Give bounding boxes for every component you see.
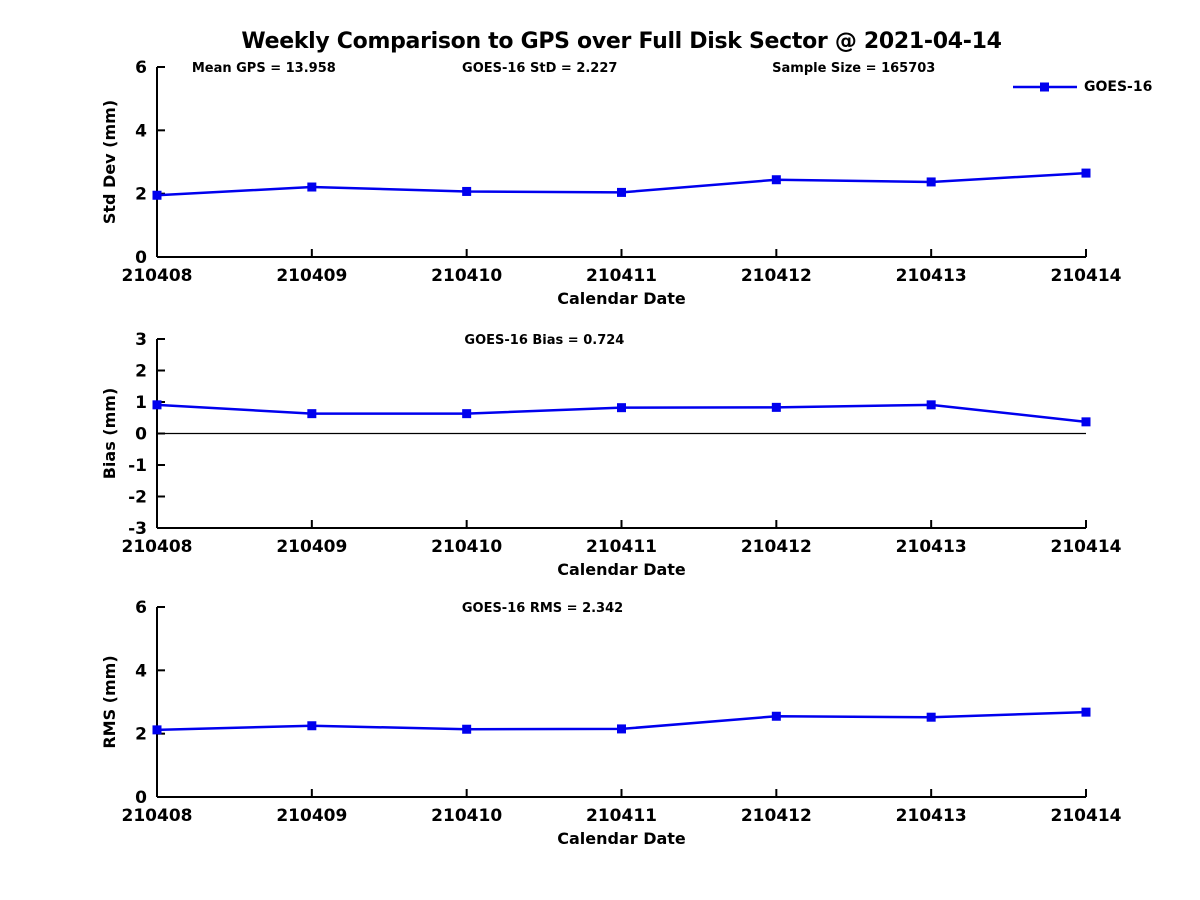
- x-tick-label: 210409: [276, 806, 347, 826]
- data-point-marker: [926, 712, 936, 722]
- figure-title: Weekly Comparison to GPS over Full Disk …: [241, 29, 1002, 54]
- data-point-marker: [617, 724, 626, 734]
- data-point-marker: [152, 190, 162, 200]
- rms-chart: 0 2 4 6 210408 210409 210410 210411 210412 210413…: [100, 598, 1122, 848]
- data-point-marker: [307, 182, 317, 192]
- x-tick-label: 210410: [431, 537, 502, 557]
- x-tick-label: 210411: [586, 266, 657, 286]
- y-tick-label: 4: [135, 121, 147, 141]
- annotation-rms-0: GOES-16 RMS = 2.342: [462, 601, 623, 616]
- data-point-marker: [617, 403, 626, 413]
- x-tick-label: 210409: [276, 537, 347, 557]
- annotation-std-dev-0: Mean GPS = 13.958: [192, 61, 336, 76]
- std-dev-chart: 0 2 4 6 210408 210409 210410 210411 210412 210413…: [100, 58, 1122, 308]
- data-point-marker: [1081, 707, 1091, 717]
- data-point-marker: [152, 400, 162, 410]
- y-axis-label: RMS (mm): [100, 655, 119, 748]
- legend-label: GOES-16: [1084, 79, 1153, 95]
- data-point-marker: [771, 175, 781, 185]
- y-tick-label: 1: [135, 393, 147, 413]
- data-point-marker: [1081, 417, 1091, 427]
- x-tick-label: 210412: [741, 806, 812, 826]
- data-point-marker: [617, 187, 626, 197]
- y-tick-label: 2: [135, 725, 147, 745]
- data-point-marker: [771, 711, 781, 721]
- legend-line-marker-icon: [1013, 82, 1077, 92]
- x-tick-label: 210414: [1051, 806, 1122, 826]
- y-tick-label: -3: [128, 519, 147, 539]
- x-axis-label: Calendar Date: [557, 560, 686, 579]
- x-tick-label: 210414: [1051, 266, 1122, 286]
- y-axis-label: Std Dev (mm): [100, 100, 119, 224]
- x-tick-label: 210408: [122, 806, 193, 826]
- y-tick-label: 0: [135, 425, 147, 445]
- x-tick-label: 210412: [741, 537, 812, 557]
- annotation-bias-0: GOES-16 Bias = 0.724: [464, 333, 624, 348]
- x-tick-label: 210414: [1051, 537, 1122, 557]
- x-tick-label: 210408: [122, 537, 193, 557]
- y-axis-label: Bias (mm): [100, 388, 119, 480]
- data-point-marker: [152, 725, 162, 735]
- x-tick-label: 210413: [896, 266, 967, 286]
- x-tick-label: 210409: [276, 266, 347, 286]
- data-point-marker: [771, 402, 781, 412]
- x-tick-label: 210411: [586, 537, 657, 557]
- data-point-marker: [462, 409, 472, 419]
- x-tick-label: 210413: [896, 537, 967, 557]
- y-tick-label: 0: [135, 788, 147, 808]
- y-tick-label: 6: [135, 58, 147, 78]
- data-point-marker: [307, 721, 317, 731]
- data-point-marker: [1081, 168, 1091, 178]
- x-axis-label: Calendar Date: [557, 289, 686, 308]
- x-axis-label: Calendar Date: [557, 829, 686, 848]
- annotation-std-dev-2: Sample Size = 165703: [772, 61, 935, 76]
- data-point-marker: [462, 724, 472, 734]
- x-tick-label: 210408: [122, 266, 193, 286]
- legend: GOES-16: [1012, 79, 1152, 95]
- bias-chart: -3 -2 -1 0 1 2 3 210408 210409 210410 210411 210412…: [100, 330, 1122, 579]
- x-tick-label: 210413: [896, 806, 967, 826]
- data-point-marker: [926, 400, 936, 410]
- y-tick-label: 4: [135, 661, 147, 681]
- y-tick-label: 6: [135, 598, 147, 618]
- data-point-marker: [462, 186, 472, 196]
- y-tick-label: 2: [135, 185, 147, 205]
- y-tick-label: 0: [135, 248, 147, 268]
- x-tick-label: 210411: [586, 806, 657, 826]
- y-tick-label: -2: [128, 488, 147, 508]
- data-point-marker: [307, 409, 317, 419]
- annotation-std-dev-1: GOES-16 StD = 2.227: [462, 61, 617, 76]
- x-tick-label: 210410: [431, 266, 502, 286]
- y-tick-label: 2: [135, 362, 147, 382]
- x-tick-label: 210412: [741, 266, 812, 286]
- y-tick-label: -1: [128, 456, 147, 476]
- y-tick-label: 3: [135, 330, 147, 350]
- data-point-marker: [926, 177, 936, 187]
- x-tick-label: 210410: [431, 806, 502, 826]
- legend-square-marker-icon: [1040, 82, 1049, 92]
